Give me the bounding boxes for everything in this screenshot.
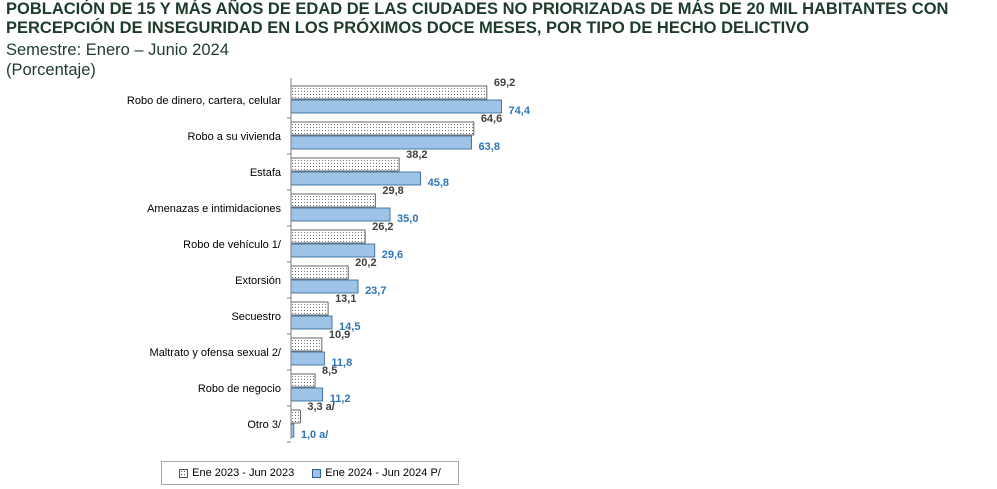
category-label: Otro 3/	[247, 419, 282, 431]
data-label-2024: 14,5	[339, 321, 360, 333]
bar-2023	[290, 157, 400, 172]
bar-2023	[290, 85, 488, 100]
bar-2023	[290, 193, 376, 208]
legend-item-2023: Ene 2023 - Jun 2023	[179, 467, 294, 479]
bar-2023	[290, 409, 301, 424]
category-label: Robo de dinero, cartera, celular	[127, 95, 281, 107]
legend-label-2024: Ene 2024 - Jun 2024 P/	[325, 467, 441, 479]
data-label-2023: 26,2	[372, 221, 393, 233]
data-label-2023: 20,2	[355, 257, 376, 269]
chart-title: POBLACIÓN DE 15 Y MÁS AÑOS DE EDAD DE LA…	[6, 0, 949, 37]
bar-2023	[290, 373, 316, 388]
data-label-2023: 3,3 a/	[307, 401, 335, 413]
data-label-2023: 29,8	[382, 185, 403, 197]
data-label-2024: 23,7	[365, 285, 386, 297]
category-label: Robo de vehículo 1/	[183, 239, 282, 251]
data-label-2023: 13,1	[335, 293, 356, 305]
bar-2024	[290, 135, 472, 150]
bar-2023	[290, 121, 475, 136]
bar-2024	[290, 207, 391, 222]
data-label-2023: 64,6	[481, 113, 502, 125]
data-label-2024: 29,6	[382, 249, 403, 261]
data-label-2024: 11,8	[331, 357, 352, 369]
category-label: Estafa	[250, 167, 282, 179]
category-label: Extorsión	[235, 275, 281, 287]
category-label: Robo a su vivienda	[187, 131, 281, 143]
bar-2023	[290, 337, 323, 352]
category-label: Secuestro	[231, 311, 281, 323]
bar-2024	[290, 351, 325, 366]
data-label-2024: 1,0 a/	[301, 429, 329, 441]
bar-2024	[290, 279, 359, 294]
data-label-2023: 69,2	[494, 77, 515, 89]
legend-swatch-2024	[312, 468, 322, 478]
bar-2024	[290, 243, 376, 258]
legend-item-2024: Ene 2024 - Jun 2024 P/	[312, 467, 441, 479]
data-label-2023: 10,9	[329, 329, 350, 341]
category-label: Robo de negocio	[198, 383, 281, 395]
category-label: Maltrato y ofensa sexual 2/	[150, 347, 282, 359]
data-label-2023: 8,5	[322, 365, 337, 377]
bar-2024	[290, 99, 502, 114]
chart-unit-note: (Porcentaje)	[6, 61, 96, 79]
data-label-2024: 45,8	[428, 177, 449, 189]
legend-swatch-2023	[179, 468, 189, 478]
bar-2023	[290, 229, 366, 244]
category-label: Amenazas e intimidaciones	[147, 203, 281, 215]
bar-2023	[290, 301, 329, 316]
chart-legend: Ene 2023 - Jun 2023 Ene 2024 - Jun 2024 …	[161, 461, 459, 485]
bar-2023	[290, 265, 349, 280]
chart-subtitle: Semestre: Enero – Junio 2024	[6, 41, 229, 59]
legend-label-2023: Ene 2023 - Jun 2023	[192, 467, 295, 479]
data-label-2024: 11,2	[330, 393, 351, 405]
data-label-2024: 35,0	[397, 213, 418, 225]
data-label-2024: 74,4	[509, 105, 531, 117]
data-label-2024: 63,8	[479, 141, 500, 153]
data-label-2023: 38,2	[406, 149, 427, 161]
bar-2024	[290, 315, 333, 330]
bar-2024	[290, 171, 422, 186]
bar-2024	[290, 387, 324, 402]
